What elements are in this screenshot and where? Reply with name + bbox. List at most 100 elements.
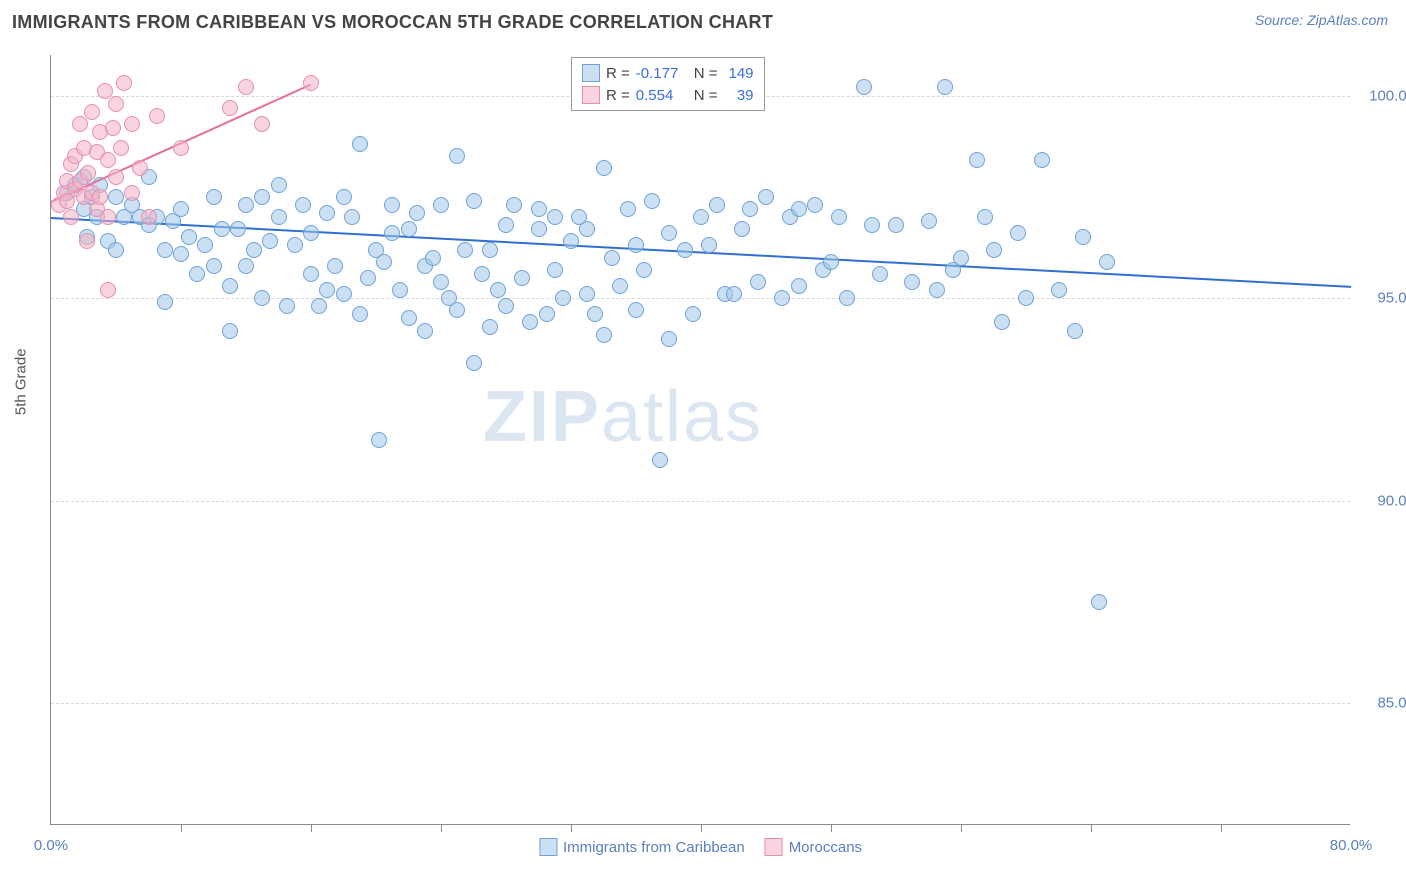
y-tick-label: 100.0% (1360, 87, 1406, 104)
data-point-caribbean (823, 254, 839, 270)
data-point-caribbean (758, 189, 774, 205)
data-point-caribbean (344, 209, 360, 225)
data-point-caribbean (238, 258, 254, 274)
chart-title: IMMIGRANTS FROM CARIBBEAN VS MOROCCAN 5T… (12, 12, 773, 33)
data-point-caribbean (1067, 323, 1083, 339)
data-point-caribbean (726, 286, 742, 302)
data-point-caribbean (457, 242, 473, 258)
x-tick (311, 824, 312, 832)
data-point-caribbean (230, 221, 246, 237)
data-point-caribbean (401, 310, 417, 326)
data-point-caribbean (271, 177, 287, 193)
y-tick-label: 90.0% (1360, 492, 1406, 509)
data-point-caribbean (262, 233, 278, 249)
data-point-caribbean (1099, 254, 1115, 270)
data-point-caribbean (303, 266, 319, 282)
data-point-caribbean (644, 193, 660, 209)
data-point-caribbean (661, 225, 677, 241)
data-point-caribbean (319, 282, 335, 298)
data-point-caribbean (222, 323, 238, 339)
data-point-moroccan (100, 152, 116, 168)
data-point-caribbean (254, 290, 270, 306)
data-point-caribbean (774, 290, 790, 306)
n-label: N = (694, 87, 718, 104)
data-point-caribbean (750, 274, 766, 290)
data-point-caribbean (206, 258, 222, 274)
n-label: N = (694, 65, 718, 82)
data-point-caribbean (449, 302, 465, 318)
legend-row-moroccan: R = 0.554 N = 39 (582, 84, 754, 106)
data-point-caribbean (929, 282, 945, 298)
data-point-caribbean (352, 136, 368, 152)
data-point-caribbean (409, 205, 425, 221)
data-point-caribbean (977, 209, 993, 225)
data-point-moroccan (303, 75, 319, 91)
data-point-moroccan (100, 209, 116, 225)
data-point-caribbean (620, 201, 636, 217)
x-tick (181, 824, 182, 832)
data-point-caribbean (401, 221, 417, 237)
data-point-moroccan (92, 189, 108, 205)
data-point-caribbean (108, 189, 124, 205)
data-point-caribbean (742, 201, 758, 217)
watermark: ZIPatlas (483, 376, 763, 458)
data-point-caribbean (1075, 229, 1091, 245)
data-point-caribbean (474, 266, 490, 282)
x-axis-label: 0.0% (34, 837, 68, 854)
data-point-caribbean (514, 270, 530, 286)
chart-header: IMMIGRANTS FROM CARIBBEAN VS MOROCCAN 5T… (0, 0, 1406, 39)
data-point-caribbean (685, 306, 701, 322)
data-point-caribbean (986, 242, 1002, 258)
data-point-caribbean (531, 201, 547, 217)
x-axis-label: 80.0% (1330, 837, 1373, 854)
data-point-caribbean (555, 290, 571, 306)
legend-label: Immigrants from Caribbean (563, 839, 745, 856)
r-label: R = (606, 87, 630, 104)
data-point-caribbean (636, 262, 652, 278)
correlation-legend: R = -0.177 N = 149 R = 0.554 N = 39 (571, 57, 765, 111)
data-point-caribbean (222, 278, 238, 294)
data-point-caribbean (1051, 282, 1067, 298)
series-legend: Immigrants from Caribbean Moroccans (539, 838, 862, 856)
r-value: -0.177 (636, 65, 684, 82)
data-point-moroccan (72, 116, 88, 132)
data-point-caribbean (303, 225, 319, 241)
data-point-caribbean (490, 282, 506, 298)
data-point-caribbean (969, 152, 985, 168)
legend-swatch (582, 86, 600, 104)
data-point-caribbean (612, 278, 628, 294)
n-value: 149 (724, 65, 754, 82)
data-point-caribbean (238, 197, 254, 213)
data-point-moroccan (124, 185, 140, 201)
data-point-caribbean (433, 274, 449, 290)
legend-item-moroccan: Moroccans (765, 838, 862, 856)
y-tick-label: 85.0% (1360, 695, 1406, 712)
data-point-caribbean (425, 250, 441, 266)
data-point-caribbean (327, 258, 343, 274)
data-point-caribbean (579, 286, 595, 302)
data-point-moroccan (124, 116, 140, 132)
x-tick (961, 824, 962, 832)
data-point-moroccan (113, 140, 129, 156)
data-point-caribbean (628, 237, 644, 253)
legend-swatch (582, 64, 600, 82)
r-label: R = (606, 65, 630, 82)
data-point-caribbean (547, 262, 563, 278)
data-point-moroccan (238, 79, 254, 95)
data-point-caribbean (661, 331, 677, 347)
data-point-caribbean (384, 197, 400, 213)
data-point-caribbean (371, 432, 387, 448)
data-point-caribbean (181, 229, 197, 245)
data-point-caribbean (466, 355, 482, 371)
data-point-caribbean (392, 282, 408, 298)
data-point-caribbean (108, 242, 124, 258)
data-point-caribbean (596, 160, 612, 176)
data-point-moroccan (149, 108, 165, 124)
data-point-caribbean (994, 314, 1010, 330)
r-value: 0.554 (636, 87, 684, 104)
n-value: 39 (724, 87, 754, 104)
x-tick (701, 824, 702, 832)
data-point-caribbean (734, 221, 750, 237)
data-point-caribbean (173, 246, 189, 262)
legend-swatch (765, 838, 783, 856)
